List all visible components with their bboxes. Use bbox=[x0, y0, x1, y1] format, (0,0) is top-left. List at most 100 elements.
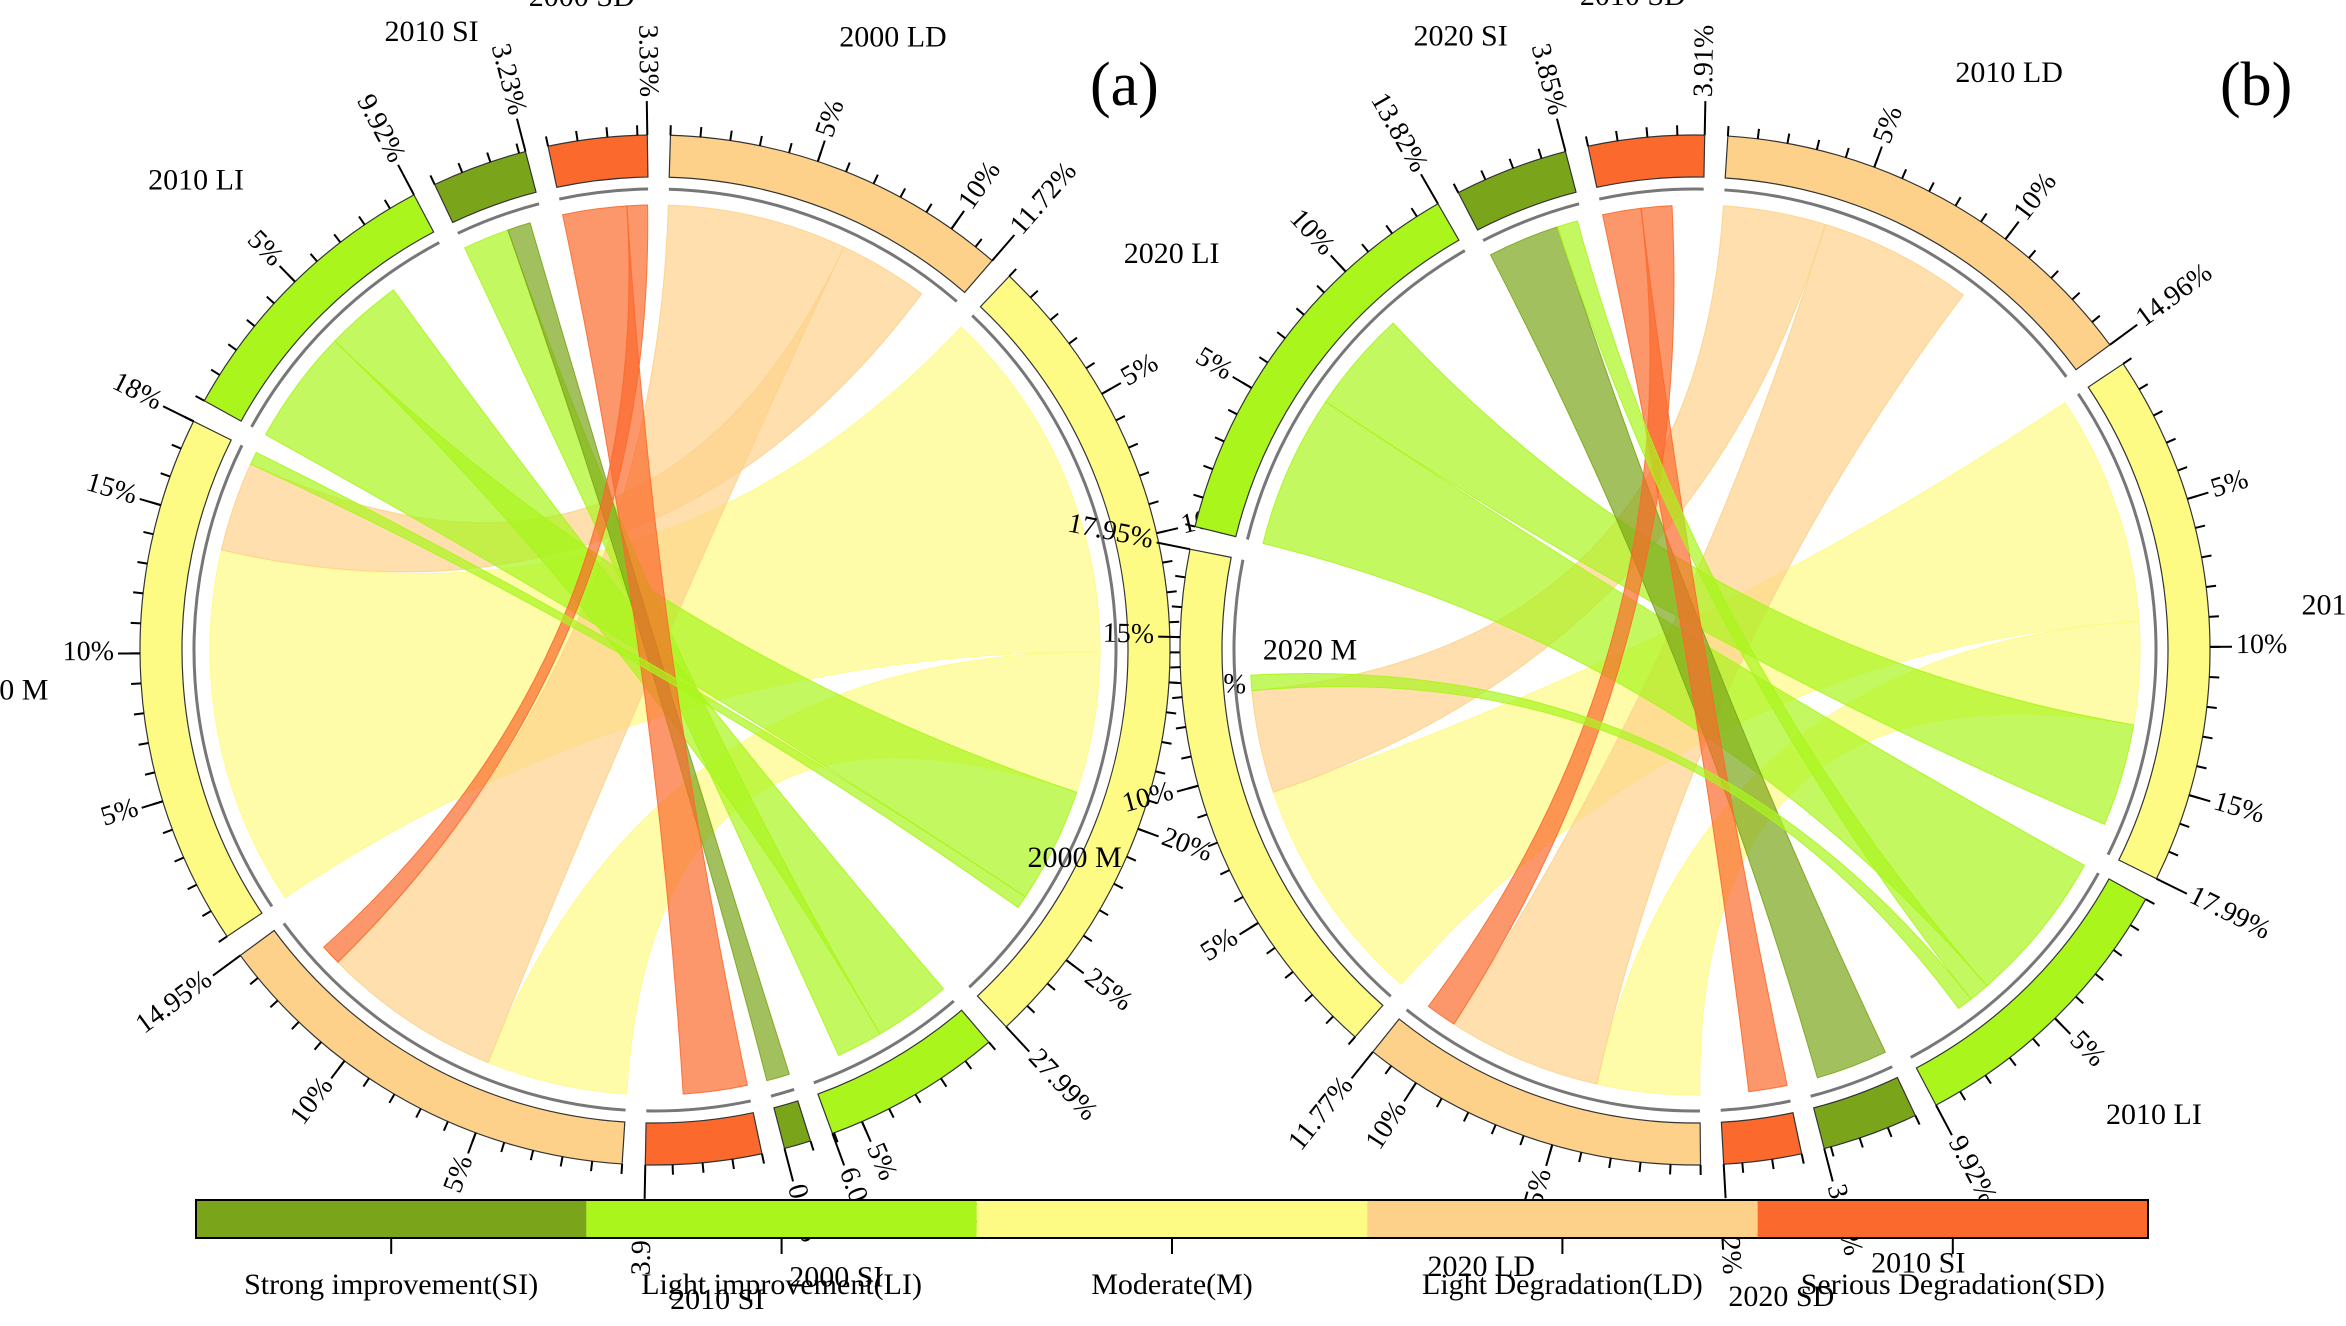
minor-tick bbox=[606, 127, 607, 137]
total-label-2020-si: 3.85% bbox=[1525, 40, 1573, 118]
legend-label-ld: Light Degradation(LD) bbox=[1422, 1268, 1703, 1301]
track-2000-sd bbox=[559, 189, 648, 199]
minor-tick bbox=[1492, 1125, 1496, 1134]
minor-tick bbox=[1326, 1016, 1333, 1023]
group-label-2010-li: 2010 LI bbox=[148, 164, 244, 197]
end-tick bbox=[163, 406, 193, 421]
major-tick bbox=[142, 801, 163, 807]
minor-tick bbox=[1510, 159, 1514, 168]
minor-tick bbox=[2123, 358, 2131, 364]
total-label-2020-m: 27.99% bbox=[1022, 1043, 1104, 1127]
minor-tick bbox=[1175, 576, 1185, 577]
minor-tick bbox=[1166, 712, 1176, 713]
total-label-2010-ld: 14.96% bbox=[2130, 257, 2218, 333]
tick-label-2020-m-20: 20% bbox=[1158, 821, 1217, 868]
tick-label-2010-m-10: 10% bbox=[63, 636, 115, 667]
minor-tick bbox=[516, 144, 519, 154]
minor-tick bbox=[2197, 766, 2207, 768]
arc-2010-si bbox=[1814, 1078, 1916, 1149]
minor-tick bbox=[2154, 411, 2163, 416]
minor-tick bbox=[1981, 213, 1987, 221]
major-tick bbox=[1177, 786, 1198, 792]
minor-tick bbox=[1099, 910, 1108, 915]
minor-tick bbox=[1385, 1066, 1391, 1074]
tick-label-2020-ld-10: 10% bbox=[1359, 1095, 1413, 1155]
major-tick bbox=[1233, 377, 1252, 388]
minor-tick bbox=[2076, 997, 2083, 1004]
minor-tick bbox=[621, 1164, 622, 1174]
minor-tick bbox=[1985, 1075, 1991, 1083]
minor-tick bbox=[501, 1142, 504, 1152]
legend-swatch-ld bbox=[1367, 1200, 1757, 1238]
major-tick bbox=[2187, 493, 2208, 499]
minor-tick bbox=[1296, 308, 1304, 315]
minor-tick bbox=[363, 1078, 369, 1086]
minor-tick bbox=[1846, 148, 1849, 158]
major-tick bbox=[1066, 960, 1084, 973]
major-tick bbox=[2055, 1018, 2070, 1034]
minor-tick bbox=[1259, 357, 1267, 363]
total-label-2010-m: 17.99% bbox=[2185, 880, 2276, 946]
minor-tick bbox=[2209, 616, 2219, 617]
minor-tick bbox=[1155, 771, 1165, 773]
minor-tick bbox=[444, 1122, 448, 1131]
tick-label-2010-li-5: 5% bbox=[2064, 1025, 2112, 1073]
minor-tick bbox=[315, 1042, 321, 1050]
total-label-2000-ld: 11.72% bbox=[1004, 156, 1083, 241]
minor-tick bbox=[311, 254, 318, 262]
tick-label-2020-m-25: 25% bbox=[1079, 962, 1139, 1018]
tick-label-2010-m-5: 5% bbox=[97, 792, 142, 833]
minor-tick bbox=[1317, 286, 1324, 293]
tick-label-2010-ld-10: 10% bbox=[2007, 167, 2063, 227]
major-tick bbox=[1138, 829, 1159, 837]
arc-2020-sd bbox=[1721, 1113, 1801, 1164]
minor-tick bbox=[163, 830, 172, 833]
legend-item-sd: Serious Degradation(SD) bbox=[1758, 1200, 2148, 1301]
minor-tick bbox=[228, 344, 236, 350]
total-label-2010-ld: 14.95% bbox=[130, 964, 218, 1040]
minor-tick bbox=[2130, 925, 2138, 930]
minor-tick bbox=[385, 200, 390, 209]
total-label-2010-li: 9.92% bbox=[350, 89, 411, 167]
end-tick bbox=[1557, 119, 1566, 152]
legend-item-m: Moderate(M) bbox=[977, 1200, 1367, 1301]
legend-item-ld: Light Degradation(LD) bbox=[1367, 1200, 1757, 1301]
minor-tick bbox=[1228, 410, 1237, 415]
minor-tick bbox=[732, 1159, 734, 1169]
group-label-2010-m: 2010 M bbox=[0, 673, 48, 706]
legend-item-si: Strong improvement(SI) bbox=[196, 1200, 586, 1301]
minor-tick bbox=[161, 473, 170, 476]
minor-tick bbox=[1181, 757, 1191, 759]
end-tick bbox=[2156, 879, 2186, 894]
major-tick bbox=[2189, 795, 2210, 801]
minor-tick bbox=[188, 885, 197, 890]
tick-label-2020-li-5: 5% bbox=[1190, 341, 1238, 387]
minor-tick bbox=[1047, 984, 1055, 990]
minor-tick bbox=[250, 978, 258, 984]
legend-swatch-m bbox=[977, 1200, 1367, 1238]
end-tick bbox=[1157, 543, 1190, 550]
track-2010-sd bbox=[1599, 189, 1703, 199]
minor-tick bbox=[2202, 556, 2212, 558]
minor-tick bbox=[416, 1109, 421, 1118]
major-tick bbox=[1546, 1145, 1552, 1166]
minor-tick bbox=[1277, 332, 1285, 338]
minor-tick bbox=[2029, 250, 2035, 258]
total-label-2010-li: 9.92% bbox=[1942, 1130, 2003, 1208]
tick-label-2000-ld-5: 5% bbox=[809, 96, 850, 141]
minor-tick bbox=[789, 143, 792, 153]
major-tick bbox=[2006, 222, 2019, 240]
minor-tick bbox=[247, 320, 255, 326]
ribbons bbox=[210, 205, 1100, 1094]
minor-tick bbox=[1030, 291, 1037, 298]
tick-label-2000-m-5: 5% bbox=[1195, 922, 1243, 968]
major-tick bbox=[331, 1061, 344, 1079]
minor-tick bbox=[1742, 1163, 1743, 1173]
minor-tick bbox=[131, 683, 141, 684]
minor-tick bbox=[1929, 182, 1934, 191]
tick-label-2010-m-15: 15% bbox=[2210, 786, 2268, 830]
minor-tick bbox=[1437, 1098, 1442, 1107]
major-tick bbox=[1157, 528, 1178, 533]
minor-tick bbox=[1203, 466, 1212, 470]
minor-tick bbox=[1140, 472, 1149, 475]
